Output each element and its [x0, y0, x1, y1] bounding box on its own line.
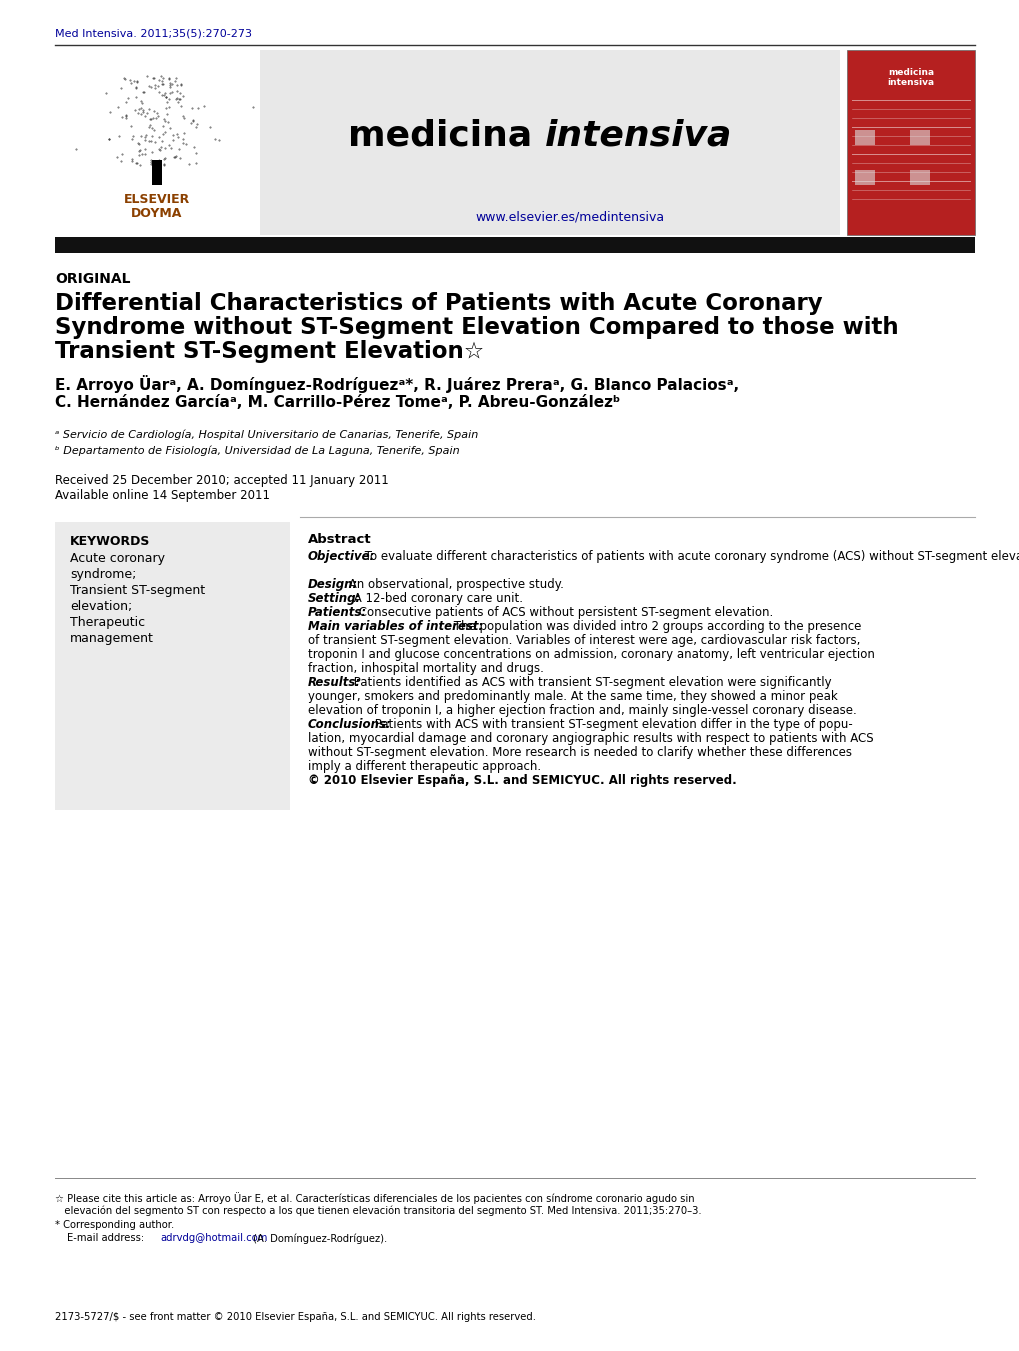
Text: Syndrome without ST-Segment Elevation Compared to those with: Syndrome without ST-Segment Elevation Co…	[55, 316, 898, 339]
Text: Differential Characteristics of Patients with Acute Coronary: Differential Characteristics of Patients…	[55, 292, 821, 315]
Text: without ST-segment elevation. More research is needed to clarify whether these d: without ST-segment elevation. More resea…	[308, 746, 851, 759]
Text: Received 25 December 2010; accepted 11 January 2011: Received 25 December 2010; accepted 11 J…	[55, 474, 388, 486]
Text: E-mail address:: E-mail address:	[67, 1233, 147, 1243]
Text: medicina
intensiva: medicina intensiva	[887, 68, 933, 88]
Text: Med Intensiva. 2011;35(5):270-273: Med Intensiva. 2011;35(5):270-273	[55, 28, 252, 38]
Text: ᵃ Servicio de Cardiología, Hospital Universitario de Canarias, Tenerife, Spain: ᵃ Servicio de Cardiología, Hospital Univ…	[55, 430, 478, 440]
Text: management: management	[70, 632, 154, 644]
Text: ☆ Please cite this article as: Arroyo Üar E, et al. Características diferenciale: ☆ Please cite this article as: Arroyo Üa…	[55, 1192, 694, 1204]
Text: adrvdg@hotmail.com: adrvdg@hotmail.com	[160, 1233, 267, 1243]
Text: elevation of troponin I, a higher ejection fraction and, mainly single-vessel co: elevation of troponin I, a higher ejecti…	[308, 704, 856, 717]
Text: Acute coronary: Acute coronary	[70, 553, 165, 565]
Text: Setting:: Setting:	[308, 592, 361, 605]
Text: Transient ST-Segment Elevation☆: Transient ST-Segment Elevation☆	[55, 340, 484, 363]
Text: ORIGINAL: ORIGINAL	[55, 272, 130, 286]
Text: of transient ST-segment elevation. Variables of interest were age, cardiovascula: of transient ST-segment elevation. Varia…	[308, 634, 860, 647]
Text: Patients:: Patients:	[308, 607, 367, 619]
Text: Therapeutic: Therapeutic	[70, 616, 145, 630]
Text: Consecutive patients of ACS without persistent ST-segment elevation.: Consecutive patients of ACS without pers…	[355, 607, 773, 619]
Text: Patients identified as ACS with transient ST-segment elevation were significantl: Patients identified as ACS with transien…	[350, 676, 830, 689]
Text: The population was divided intro 2 groups according to the presence: The population was divided intro 2 group…	[449, 620, 861, 634]
Text: lation, myocardial damage and coronary angiographic results with respect to pati: lation, myocardial damage and coronary a…	[308, 732, 872, 744]
Bar	[854, 130, 874, 145]
Text: ELSEVIER: ELSEVIER	[123, 193, 190, 205]
Text: Results:: Results:	[308, 676, 361, 689]
Text: Main variables of interest:: Main variables of interest:	[308, 620, 483, 634]
Text: DOYMA: DOYMA	[131, 207, 182, 220]
Text: Abstract: Abstract	[308, 534, 371, 546]
Bar	[55, 521, 289, 811]
Bar	[55, 236, 974, 253]
Bar	[55, 50, 260, 235]
Text: E. Arroyo Üarᵃ, A. Domínguez-Rodríguezᵃ*, R. Juárez Preraᵃ, G. Blanco Palaciosᵃ,: E. Arroyo Üarᵃ, A. Domínguez-Rodríguezᵃ*…	[55, 376, 739, 393]
Text: KEYWORDS: KEYWORDS	[70, 535, 150, 549]
Text: imply a different therapeutic approach.: imply a different therapeutic approach.	[308, 761, 541, 773]
Text: Patients with ACS with transient ST-segment elevation differ in the type of popu: Patients with ACS with transient ST-segm…	[371, 717, 852, 731]
Text: syndrome;: syndrome;	[70, 567, 137, 581]
Text: medicina: medicina	[347, 118, 544, 153]
Text: fraction, inhospital mortality and drugs.: fraction, inhospital mortality and drugs…	[308, 662, 543, 676]
Text: 2173-5727/$ - see front matter © 2010 Elsevier España, S.L. and SEMICYUC. All ri: 2173-5727/$ - see front matter © 2010 El…	[55, 1312, 535, 1323]
Text: Conclusions:: Conclusions:	[308, 717, 391, 731]
Bar	[152, 159, 162, 185]
Text: To evaluate different characteristics of patients with acute coronary syndrome (: To evaluate different characteristics of…	[361, 550, 1019, 563]
Bar	[909, 170, 929, 185]
Text: An observational, prospective study.: An observational, prospective study.	[344, 578, 564, 590]
Text: ᵇ Departamento de Fisiología, Universidad de La Laguna, Tenerife, Spain: ᵇ Departamento de Fisiología, Universida…	[55, 444, 460, 455]
Text: C. Hernández Garcíaᵃ, M. Carrillo-Pérez Tomeᵃ, P. Abreu-Gonzálezᵇ: C. Hernández Garcíaᵃ, M. Carrillo-Pérez …	[55, 394, 620, 409]
Text: * Corresponding author.: * Corresponding author.	[55, 1220, 174, 1229]
Text: © 2010 Elsevier España, S.L. and SEMICYUC. All rights reserved.: © 2010 Elsevier España, S.L. and SEMICYU…	[308, 774, 736, 788]
Text: www.elsevier.es/medintensiva: www.elsevier.es/medintensiva	[475, 209, 664, 223]
Text: A 12-bed coronary care unit.: A 12-bed coronary care unit.	[350, 592, 523, 605]
Text: elevation;: elevation;	[70, 600, 132, 613]
Text: intensiva: intensiva	[544, 118, 732, 153]
Bar	[55, 50, 840, 235]
Bar	[854, 170, 874, 185]
Text: younger, smokers and predominantly male. At the same time, they showed a minor p: younger, smokers and predominantly male.…	[308, 690, 837, 703]
Bar	[909, 130, 929, 145]
Text: Objective:: Objective:	[308, 550, 375, 563]
Bar	[846, 50, 974, 235]
Text: (A. Domínguez-Rodríguez).: (A. Domínguez-Rodríguez).	[250, 1233, 387, 1243]
Text: troponin I and glucose concentrations on admission, coronary anatomy, left ventr: troponin I and glucose concentrations on…	[308, 648, 874, 661]
Text: elevación del segmento ST con respecto a los que tienen elevación transitoria de: elevación del segmento ST con respecto a…	[55, 1205, 701, 1216]
Text: Transient ST-segment: Transient ST-segment	[70, 584, 205, 597]
Text: Available online 14 September 2011: Available online 14 September 2011	[55, 489, 270, 503]
Text: Design:: Design:	[308, 578, 358, 590]
